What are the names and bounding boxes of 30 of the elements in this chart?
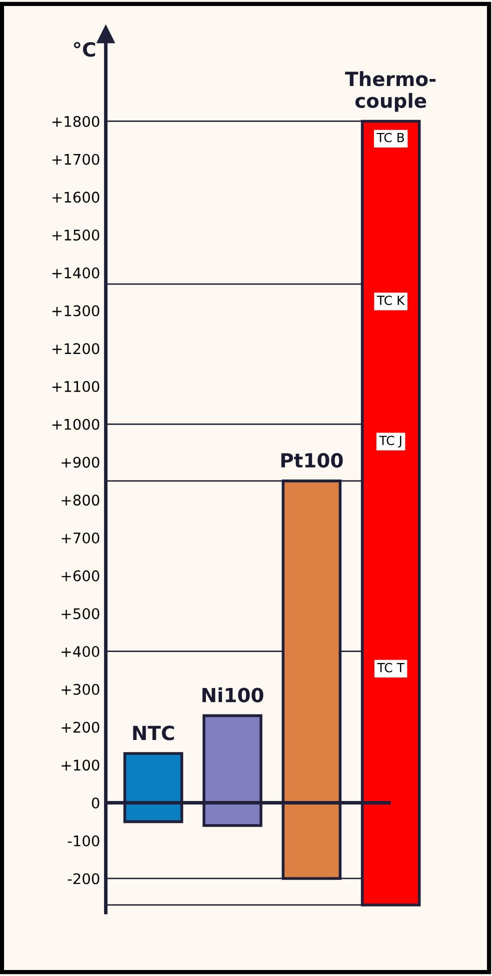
y-tick-label: +800 (62, 494, 100, 506)
ref-line-label: TC J (379, 436, 402, 448)
x-tick-label: Pt100 (281, 452, 343, 468)
y-tick-label: +1200 (52, 343, 100, 354)
ref-line-label: TC B (376, 132, 404, 142)
y-tick-label: +1400 (52, 267, 100, 278)
y-tick-label: +1000 (52, 418, 100, 430)
y-tick-label: +100 (62, 760, 100, 771)
y-tick-label: +300 (62, 684, 100, 695)
y-tick-label: +1300 (52, 305, 100, 316)
y-tick-label: 0 (92, 797, 100, 809)
y-tick-label: +1800 (52, 116, 100, 127)
y-tick-label: -200 (68, 873, 100, 884)
x-tick-label: Ni100 (202, 687, 264, 702)
y-tick-label: +1600 (52, 192, 100, 203)
y-tick-label: -100 (68, 835, 100, 846)
y-tick-label: +1500 (52, 230, 100, 241)
y-tick-label: +200 (62, 722, 100, 733)
y-tick-label: +500 (62, 608, 100, 620)
y-tick-label: +900 (62, 456, 100, 468)
y-tick-label: +600 (62, 570, 100, 582)
x-tick-label: NTC (133, 726, 174, 740)
y-tick-label: +400 (62, 646, 100, 658)
ref-line-label: TC K (376, 296, 405, 306)
y-axis-title: °C (74, 42, 96, 57)
y-tick-label: +700 (62, 532, 100, 544)
ref-line-label: TC T (377, 662, 404, 672)
x-tick-label: Thermo- couple (345, 71, 436, 112)
y-tick-label: +1700 (52, 154, 100, 165)
y-tick-label: +1100 (52, 380, 100, 392)
